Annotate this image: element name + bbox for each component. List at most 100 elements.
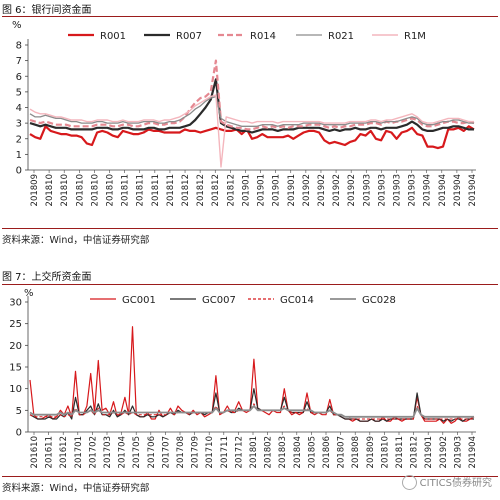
x-tick-label: 201902 (347, 174, 357, 206)
x-tick-label: 201811 (166, 174, 176, 206)
y-tick-label: 5 (16, 87, 22, 98)
figure-6-source: 资料来源：Wind，中信证券研究部 (2, 235, 150, 246)
x-tick-label: 201901 (424, 436, 434, 468)
x-tick-label: 201710 (205, 436, 215, 468)
figure-7-bottom-rule (2, 476, 498, 477)
y-tick-label: 2 (16, 134, 22, 145)
y-tick-label: 20 (9, 341, 22, 352)
x-tick-label: 201901 (241, 174, 251, 206)
y-tick-label: 5 (16, 406, 22, 417)
watermark-text: CITICS债券研究 (419, 477, 492, 489)
x-tick-label: 201812 (181, 174, 191, 206)
x-tick-label: 201901 (257, 174, 267, 206)
y-tick-label: 0 (16, 428, 22, 439)
x-tick-label: 201708 (176, 436, 186, 468)
chart-interbank-funding: % 0 1 2 3 4 5 6 7 8 201809 201810 201810 201810 201810… (12, 20, 478, 206)
legend-label-r007: R007 (176, 31, 202, 42)
x-tick-label: 201611 (45, 436, 55, 468)
x-tick-label: 201701 (74, 436, 84, 468)
x-tick-label: 201903 (408, 174, 418, 206)
series-line-r1m (29, 94, 474, 168)
x-tick-label: 201805 (307, 436, 317, 468)
y-tick-label: 8 (16, 41, 22, 52)
series-line-gc028 (29, 405, 474, 418)
x-tick-label: 201810 (90, 174, 100, 206)
x-tick-label: 201812 (196, 174, 206, 206)
x-tick-label: 201709 (191, 436, 201, 468)
legend-label-r1m: R1M (404, 31, 426, 42)
legend-label-r021: R021 (328, 31, 354, 42)
series-line-r021 (29, 95, 474, 127)
x-tick-label: 201807 (337, 436, 347, 468)
figure-7-title: 图 7：上交所资金面 (2, 272, 92, 283)
x-tick-label: 201811 (136, 174, 146, 206)
series-line-r001 (29, 125, 475, 150)
y-unit-label: % (12, 20, 22, 31)
series-line-r014 (29, 59, 475, 131)
legend-label-gc014: GC014 (280, 295, 314, 306)
x-tick-label: 201812 (211, 174, 221, 206)
y-unit-label: % (24, 288, 34, 299)
x-tick-label: 201703 (103, 436, 113, 468)
x-tick-label: 201712 (234, 436, 244, 468)
x-tick-label: 201903 (377, 174, 387, 206)
legend-label-gc028: GC028 (362, 295, 396, 306)
x-tick-label: 201904 (453, 174, 463, 206)
x-tick-label: 201810 (45, 174, 55, 206)
x-tick-label: 201803 (278, 436, 288, 468)
y-tick-label: 3 (16, 119, 22, 130)
x-tick-label: 201711 (220, 436, 230, 468)
x-tick-label: 201812 (226, 174, 236, 206)
x-tick-label: 201706 (147, 436, 157, 468)
x-tick-label: 201802 (264, 436, 274, 468)
x-tick-label: 201809 (366, 436, 376, 468)
series-line-r007 (29, 78, 474, 134)
x-tick-label: 201902 (332, 174, 342, 206)
x-tick-label: 201901 (287, 174, 297, 206)
legend-label-gc001: GC001 (122, 295, 156, 306)
figure-6-rule (2, 16, 498, 17)
series-line-gc001 (29, 326, 475, 424)
x-tick-label: 201801 (249, 436, 259, 468)
x-tick-label: 201705 (132, 436, 142, 468)
x-tick-label: 201804 (293, 436, 303, 468)
x-tick-label: 201812 (410, 436, 420, 468)
legend-label-r001: R001 (100, 31, 126, 42)
y-tick-label: 15 (9, 363, 22, 374)
x-tick-label: 201810 (106, 174, 116, 206)
x-tick-label: 201610 (30, 436, 40, 468)
x-tick-label: 201902 (439, 436, 449, 468)
watermark: CITICS债券研究 (401, 474, 492, 490)
x-tick-label: 201903 (392, 174, 402, 206)
legend-label-gc007: GC007 (202, 295, 236, 306)
x-tick-label: 201808 (351, 436, 361, 468)
x-tick-label: 201810 (380, 436, 390, 468)
figure-6-title: 图 6：银行间资金面 (2, 5, 92, 16)
y-tick-label: 7 (16, 56, 22, 67)
x-tick-label: 201901 (272, 174, 282, 206)
x-tick-label: 201904 (468, 436, 478, 468)
x-tick-label: 201811 (151, 174, 161, 206)
chart-sse-funding: % 0 5 10 15 20 25 30 201610 201611 201612 201701 201… (9, 288, 478, 468)
x-tick-label: 201903 (362, 174, 372, 206)
x-tick-label: 201702 (88, 436, 98, 468)
x-tick-label: 201811 (395, 436, 405, 468)
y-tick-label: 4 (16, 103, 22, 114)
y-tick-label: 6 (16, 72, 22, 83)
x-tick-label: 201904 (423, 174, 433, 206)
legend-label-r014: R014 (250, 31, 276, 42)
figure-7-source: 资料来源：Wind，中信证券研究部 (2, 483, 150, 494)
figure-6-bottom-rule (2, 228, 498, 229)
x-tick-label: 201809 (30, 174, 40, 206)
y-tick-label: 10 (9, 384, 22, 395)
x-tick-label: 201806 (322, 436, 332, 468)
x-tick-label: 201904 (468, 174, 478, 206)
x-tick-label: 201704 (118, 436, 128, 468)
y-tick-label: 1 (16, 150, 22, 161)
x-tick-label: 201811 (121, 174, 131, 206)
x-tick-label: 201810 (60, 174, 70, 206)
x-tick-label: 201903 (453, 436, 463, 468)
x-tick-label: 201612 (59, 436, 69, 468)
y-tick-label: 0 (16, 166, 22, 177)
x-tick-label: 201810 (75, 174, 85, 206)
